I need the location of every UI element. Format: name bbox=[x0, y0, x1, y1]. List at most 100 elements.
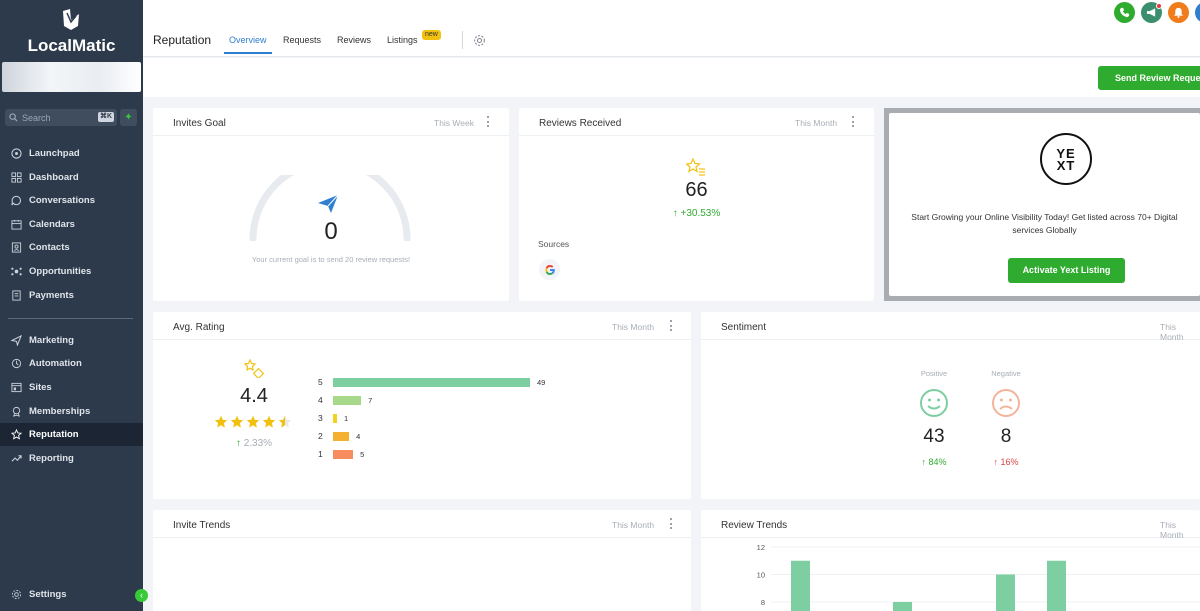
avg-rating-card: Avg. Rating This Month 4.4 ↑ 2.33% 5 49 4 7… bbox=[153, 312, 691, 499]
settings-gear-icon[interactable] bbox=[473, 34, 486, 47]
stars-swap-icon bbox=[244, 359, 264, 378]
bell-icon bbox=[1173, 7, 1184, 18]
rating-bar-label: 1 bbox=[318, 449, 323, 459]
sidebar-item-label: Sites bbox=[29, 382, 52, 393]
activate-yext-button[interactable]: Activate Yext Listing bbox=[1008, 258, 1125, 283]
sites-icon bbox=[11, 382, 22, 393]
rating-bar-count: 4 bbox=[356, 432, 361, 441]
yext-logo-text: YEXT bbox=[1056, 145, 1076, 173]
sidebar-item-label: Contacts bbox=[29, 242, 70, 253]
rating-bar-count: 5 bbox=[360, 450, 365, 459]
card-header: Sentiment This Month bbox=[701, 312, 1200, 342]
search-input[interactable]: Search ⌘K bbox=[5, 109, 117, 126]
tab-overview[interactable]: Overview bbox=[229, 35, 267, 45]
invites-goal-card: Invites Goal This Week 0 Your current go… bbox=[153, 108, 509, 301]
search-placeholder: Search bbox=[22, 112, 51, 123]
y-tick-label: 8 bbox=[761, 598, 765, 607]
sidebar-item-reputation[interactable]: Reputation bbox=[0, 423, 143, 446]
sidebar-item-automation[interactable]: Automation bbox=[0, 352, 143, 375]
sidebar-item-label: Launchpad bbox=[29, 148, 80, 159]
more-menu-icon[interactable] bbox=[670, 320, 673, 333]
phone-button[interactable] bbox=[1114, 2, 1135, 23]
negative-change: ↑ 16% bbox=[981, 457, 1031, 467]
more-menu-icon[interactable] bbox=[487, 116, 490, 129]
quick-action-button[interactable]: ✦ bbox=[120, 109, 137, 126]
reviews-change: ↑ +30.53% bbox=[519, 208, 874, 219]
sidebar-item-settings[interactable]: Settings bbox=[0, 583, 143, 606]
card-title: Review Trends bbox=[721, 520, 788, 531]
invites-count: 0 bbox=[324, 218, 338, 245]
rating-change-value: 2.33% bbox=[243, 438, 273, 449]
sidebar-item-sites[interactable]: Sites bbox=[0, 376, 143, 399]
sidebar-item-conversations[interactable]: Conversations bbox=[0, 189, 143, 212]
yext-promo-card: YEXT Start Growing your Online Visibilit… bbox=[889, 113, 1200, 296]
chat-icon bbox=[11, 195, 21, 206]
reviews-count: 66 bbox=[685, 179, 708, 201]
google-icon bbox=[544, 264, 555, 275]
membership-icon bbox=[12, 406, 21, 417]
star-icon bbox=[246, 415, 260, 428]
sidebar-item-label: Marketing bbox=[29, 335, 74, 346]
period-label: This Month bbox=[612, 520, 655, 530]
collapse-sidebar-button[interactable]: ‹ bbox=[135, 589, 148, 602]
sidebar-item-dashboard[interactable]: Dashboard bbox=[0, 166, 143, 189]
card-header: Reviews Received This Month bbox=[519, 108, 874, 136]
sidebar-item-label: Reputation bbox=[29, 429, 79, 440]
frown-icon bbox=[992, 389, 1020, 417]
rating-bar-label: 5 bbox=[318, 377, 323, 387]
rating-bar-count: 49 bbox=[537, 378, 546, 387]
negative-count: 8 bbox=[1000, 426, 1012, 447]
tab-reviews[interactable]: Reviews bbox=[337, 35, 372, 45]
y-tick-label: 10 bbox=[757, 571, 765, 580]
tab-listings[interactable]: Listings bbox=[387, 35, 418, 45]
sidebar-item-launchpad[interactable]: Launchpad bbox=[0, 142, 143, 165]
trend-bar bbox=[996, 574, 1015, 611]
location-switcher[interactable] bbox=[2, 62, 141, 92]
card-title: Invites Goal bbox=[173, 118, 226, 129]
google-source-button[interactable] bbox=[539, 259, 560, 280]
phone-icon bbox=[1119, 7, 1130, 18]
sidebar-item-marketing[interactable]: Marketing bbox=[0, 329, 143, 352]
trend-bar bbox=[1047, 560, 1066, 611]
page-title: Reputation bbox=[153, 33, 212, 47]
sidebar-item-payments[interactable]: Payments bbox=[0, 284, 143, 307]
negative-change-value: 16% bbox=[1000, 457, 1019, 467]
sidebar-item-calendars[interactable]: Calendars bbox=[0, 213, 143, 236]
positive-change: ↑ 84% bbox=[909, 457, 959, 467]
arrow-up-icon: ↑ bbox=[921, 457, 929, 467]
arrow-up-icon: ↑ bbox=[672, 208, 681, 219]
sidebar-item-label: Dashboard bbox=[29, 172, 79, 183]
tab-requests[interactable]: Requests bbox=[283, 35, 322, 45]
sidebar-item-memberships[interactable]: Memberships bbox=[0, 400, 143, 423]
send-review-request-button[interactable]: Send Review Request bbox=[1098, 66, 1200, 90]
card-title: Invite Trends bbox=[173, 520, 231, 531]
sidebar-item-label: Memberships bbox=[29, 406, 91, 417]
help-button[interactable] bbox=[1195, 2, 1200, 23]
period-label: This Month bbox=[1160, 322, 1184, 342]
more-menu-icon[interactable] bbox=[670, 518, 673, 531]
notifications-button[interactable] bbox=[1168, 2, 1189, 23]
send-icon bbox=[11, 335, 22, 346]
logo-icon bbox=[63, 9, 79, 30]
sidebar-item-label: Payments bbox=[29, 290, 74, 301]
megaphone-icon bbox=[1146, 8, 1156, 17]
rating-bar-label: 2 bbox=[318, 431, 323, 441]
rating-bar-label: 4 bbox=[318, 395, 323, 405]
trend-bar bbox=[893, 602, 912, 611]
card-title: Reviews Received bbox=[539, 118, 622, 129]
more-menu-icon[interactable] bbox=[852, 116, 855, 129]
announcements-button[interactable] bbox=[1141, 2, 1162, 23]
notification-dot bbox=[1156, 3, 1162, 9]
payments-icon bbox=[12, 290, 21, 301]
negative-label: Negative bbox=[991, 369, 1021, 378]
dashboard-icon bbox=[11, 172, 22, 183]
rating-change: ↑ 2.33% bbox=[223, 438, 285, 449]
sidebar-item-opportunities[interactable]: Opportunities bbox=[0, 260, 143, 283]
smile-icon bbox=[920, 389, 948, 417]
sidebar-item-reporting[interactable]: Reporting bbox=[0, 447, 143, 470]
sidebar-item-contacts[interactable]: Contacts bbox=[0, 236, 143, 259]
rating-bar bbox=[333, 432, 350, 441]
sidebar-item-label: Reporting bbox=[29, 453, 74, 464]
tab-divider bbox=[462, 31, 463, 49]
star-icon bbox=[278, 415, 292, 428]
